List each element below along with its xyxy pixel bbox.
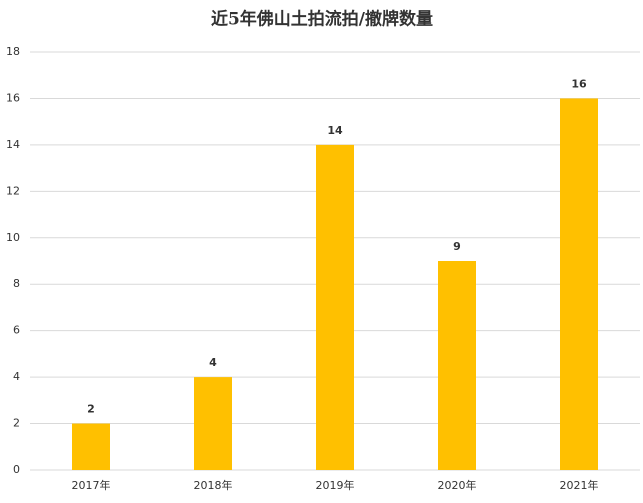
x-tick-label: 2021年: [560, 478, 599, 492]
y-tick-label: 18: [6, 45, 20, 58]
x-tick-label: 2019年: [316, 478, 355, 492]
y-tick-label: 4: [13, 370, 20, 383]
bar: [194, 377, 232, 470]
value-label: 16: [571, 77, 587, 90]
y-tick-label: 0: [13, 463, 20, 476]
y-tick-label: 12: [6, 184, 20, 197]
value-label: 2: [87, 403, 95, 416]
value-label: 9: [453, 240, 461, 253]
bar: [438, 261, 476, 470]
y-tick-label: 10: [6, 231, 20, 244]
bar: [316, 144, 354, 470]
bar: [560, 98, 598, 470]
y-tick-label: 6: [13, 324, 20, 337]
y-tick-label: 14: [6, 138, 20, 151]
value-label: 4: [209, 356, 217, 369]
value-label: 14: [327, 124, 343, 137]
bar: [72, 423, 110, 470]
y-tick-label: 8: [13, 277, 20, 290]
y-tick-label: 16: [6, 91, 20, 104]
x-tick-label: 2018年: [194, 478, 233, 492]
x-tick-label: 2017年: [72, 478, 111, 492]
chart-title: 近5年佛山土拍流拍/撤牌数量: [211, 9, 433, 30]
x-tick-label: 2020年: [438, 478, 477, 492]
y-tick-label: 2: [13, 417, 20, 430]
